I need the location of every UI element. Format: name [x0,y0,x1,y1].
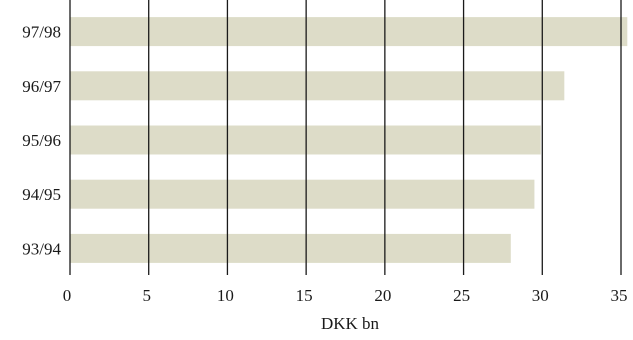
x-axis-label: DKK bn [321,314,380,333]
x-tick-label: 15 [296,286,313,305]
category-label: 93/94 [22,239,61,258]
category-label: 97/98 [22,23,61,42]
category-label: 95/96 [22,131,61,150]
gridlines [69,0,622,275]
category-label: 94/95 [22,185,61,204]
x-tick-label: 0 [63,286,72,305]
category-labels: 97/98 96/97 95/96 94/95 93/94 [22,23,61,259]
x-tick-label: 25 [453,286,470,305]
x-tick-label: 20 [374,286,391,305]
bar [70,125,541,155]
category-label: 96/97 [22,77,61,96]
bar [70,17,628,47]
bar [70,179,535,209]
bar [70,71,565,101]
x-tick-label: 30 [532,286,549,305]
bar [70,233,511,263]
x-tick-label: 10 [217,286,234,305]
x-tick-label: 5 [142,286,151,305]
x-tick-label: 35 [611,286,628,305]
bars-layer [70,17,628,263]
x-tick-labels: 0 5 10 15 20 25 30 35 [63,286,628,305]
